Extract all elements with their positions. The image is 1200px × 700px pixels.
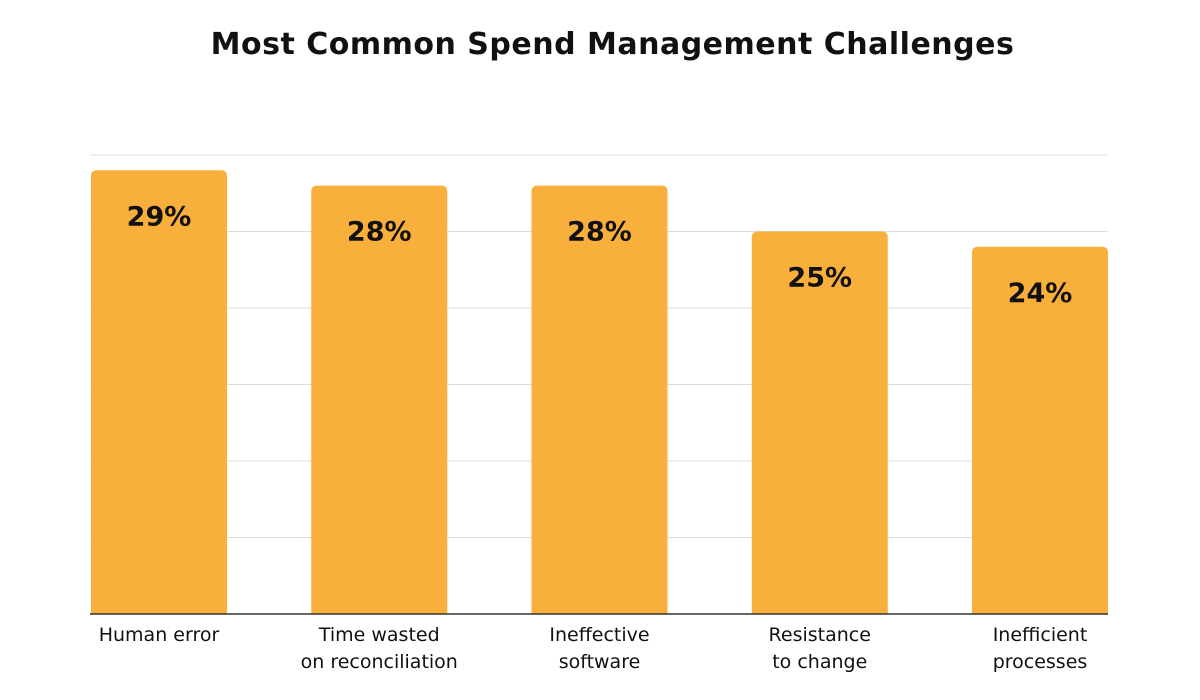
- category-label: processes: [993, 651, 1088, 673]
- category-label: to change: [772, 651, 867, 673]
- bar-layer: [91, 170, 1108, 615]
- category-label: Inefficient: [993, 624, 1088, 646]
- bar: [531, 185, 668, 614]
- bar: [751, 231, 888, 614]
- category-label: software: [559, 651, 641, 673]
- category-label: on reconciliation: [301, 651, 458, 673]
- category-label: Human error: [99, 624, 220, 646]
- category-label: Resistance: [769, 624, 871, 646]
- bar-value-label: 29%: [127, 201, 192, 232]
- bar: [972, 246, 1108, 615]
- bar-value-label: 24%: [1008, 278, 1073, 309]
- bar-value-label: 28%: [567, 217, 632, 248]
- category-label: Ineffective: [549, 624, 649, 646]
- bar-value-label: 25%: [787, 263, 852, 294]
- bar: [91, 170, 227, 615]
- category-label: Time wasted: [318, 624, 440, 646]
- bar-value-label: 28%: [347, 217, 412, 248]
- chart-title: Most Common Spend Management Challenges: [210, 27, 1015, 62]
- bar: [311, 185, 448, 614]
- label-layer: 29% Human error 28% Time wasted on reconcili…: [99, 201, 1088, 673]
